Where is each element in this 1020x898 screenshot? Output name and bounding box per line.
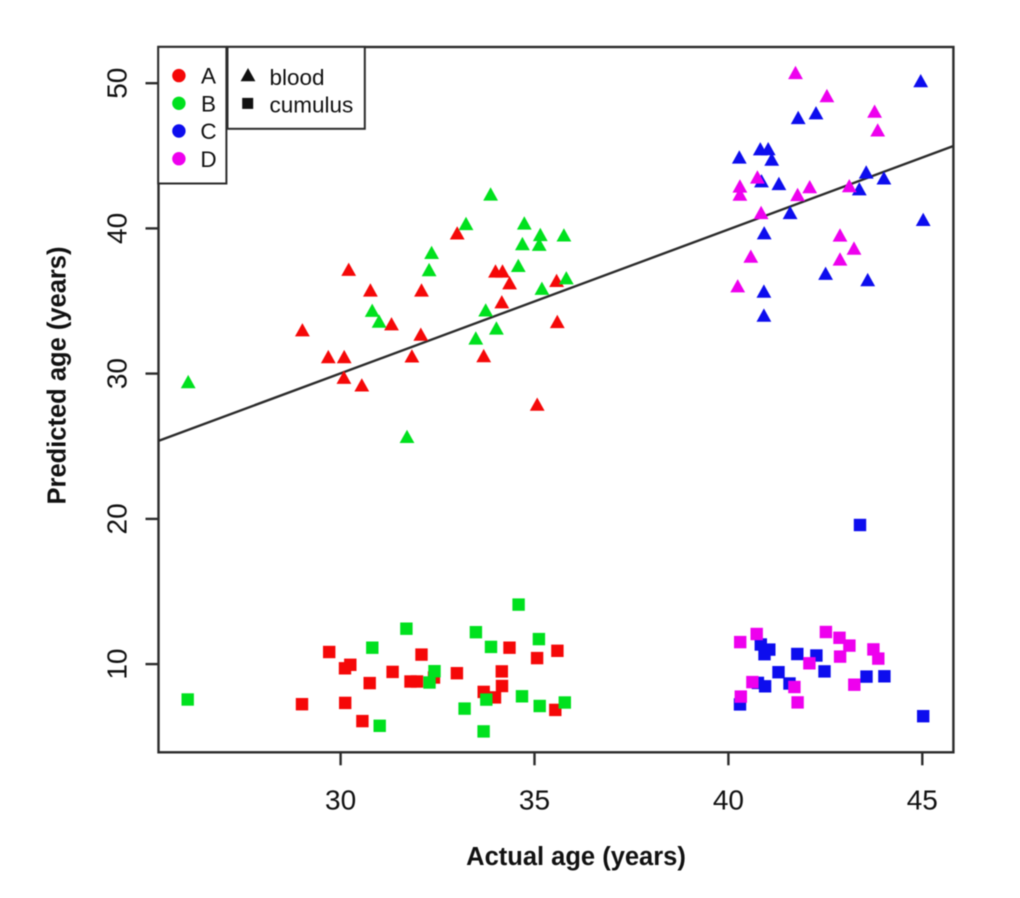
- svg-text:D: D: [200, 147, 216, 172]
- svg-text:10: 10: [102, 649, 133, 680]
- svg-text:blood: blood: [270, 65, 325, 90]
- svg-text:40: 40: [713, 785, 744, 816]
- svg-text:40: 40: [102, 213, 133, 244]
- svg-text:B: B: [201, 91, 216, 116]
- svg-text:35: 35: [519, 785, 550, 816]
- svg-text:30: 30: [102, 358, 133, 389]
- svg-text:cumulus: cumulus: [270, 93, 354, 118]
- svg-text:A: A: [201, 64, 216, 89]
- svg-text:20: 20: [102, 503, 133, 534]
- svg-text:Predicted age (years): Predicted age (years): [44, 247, 72, 505]
- svg-text:50: 50: [102, 68, 133, 99]
- svg-text:Actual age (years): Actual age (years): [466, 843, 686, 871]
- svg-text:45: 45: [907, 785, 938, 816]
- svg-text:C: C: [200, 119, 216, 144]
- svg-text:30: 30: [325, 785, 356, 816]
